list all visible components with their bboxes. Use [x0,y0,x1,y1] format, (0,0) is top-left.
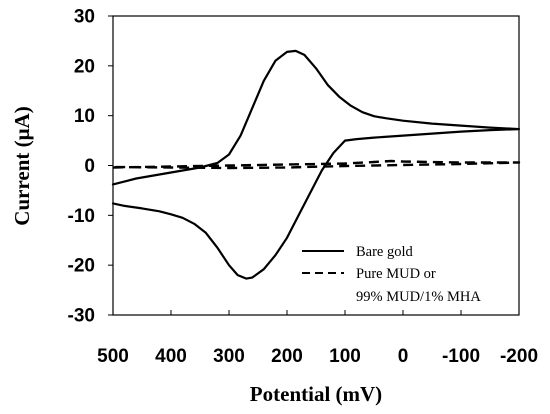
y-tick-label: 0 [84,156,95,177]
y-tick-label: -10 [68,206,95,227]
x-axis: 500 400 300 200 100 0 -100 -200 [97,310,538,367]
y-tick-label: 30 [74,7,95,28]
plot-area-frame [112,15,520,316]
x-axis-title: Potential (mV) [250,382,382,406]
y-tick-label: 20 [74,56,95,77]
legend: Bare gold Pure MUD or 99% MUD/1% MHA [302,244,481,305]
x-tick-label: 100 [329,346,361,367]
x-tick-label: -200 [500,346,538,367]
legend-label: Pure MUD or [356,266,436,282]
x-tick-label: 500 [97,346,129,367]
y-axis-title: Current (μA) [10,106,34,225]
y-axis: 30 20 10 0 -10 -20 -30 [68,7,113,327]
x-tick-label: -100 [442,346,480,367]
x-tick-label: 300 [213,346,245,367]
y-tick-label: -20 [68,256,95,277]
legend-label: 99% MUD/1% MHA [356,289,481,305]
legend-label: Bare gold [356,244,414,260]
series-line-mud [112,159,521,170]
series-layer [111,49,521,280]
y-tick-label: -30 [68,306,95,327]
x-tick-label: 200 [271,346,303,367]
y-tick-label: 10 [74,106,95,127]
series-line-bare-gold [111,49,521,280]
x-tick-label: 0 [398,346,409,367]
x-tick-label: 400 [155,346,187,367]
